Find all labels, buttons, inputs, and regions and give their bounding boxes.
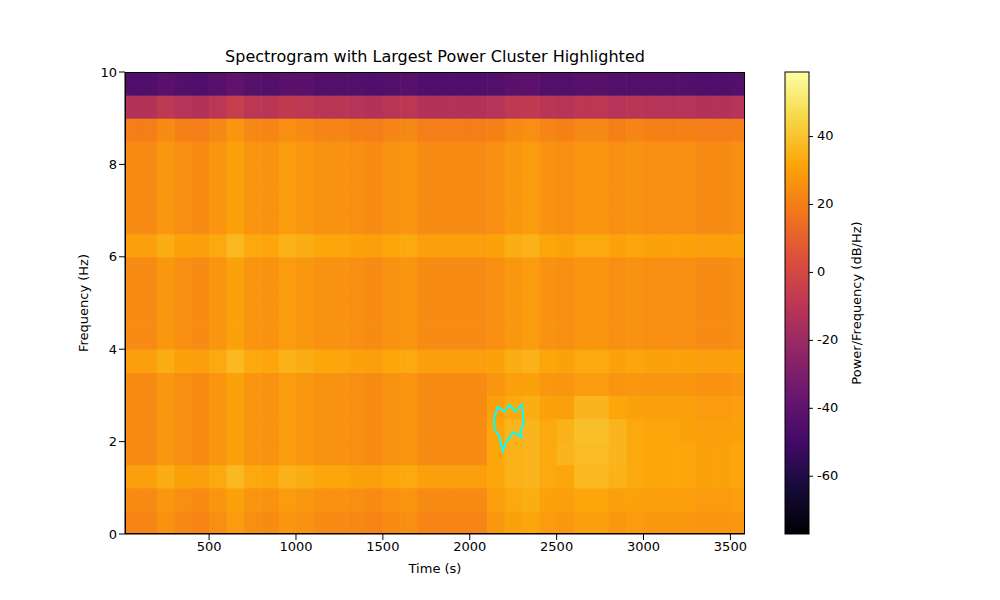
svg-text:6: 6: [109, 249, 117, 264]
svg-text:-40: -40: [817, 400, 838, 415]
html-text:Spectrogram with Largest Power: Spectrogram with Largest Power Cluster H…: [225, 47, 645, 66]
svg-text:0: 0: [817, 264, 825, 279]
svg-text:1500: 1500: [366, 539, 399, 554]
svg-text:500: 500: [197, 539, 222, 554]
svg-text:40: 40: [817, 128, 834, 143]
svg-text:-20: -20: [817, 332, 838, 347]
svg-text:Power/Frequency (dB/Hz): Power/Frequency (dB/Hz): [849, 221, 864, 384]
svg-text:20: 20: [817, 196, 834, 211]
svg-text:3000: 3000: [627, 539, 660, 554]
svg-text:4: 4: [109, 342, 117, 357]
svg-text:2: 2: [109, 434, 117, 449]
svg-text:2500: 2500: [540, 539, 573, 554]
svg-text:Frequency (Hz): Frequency (Hz): [76, 254, 91, 352]
svg-text:8: 8: [109, 157, 117, 172]
svg-text:0: 0: [109, 527, 117, 542]
svg-text:-60: -60: [817, 468, 838, 483]
svg-text:10: 10: [100, 65, 117, 80]
html-text:Time (s): Time (s): [408, 561, 462, 576]
svg-text:3500: 3500: [714, 539, 747, 554]
svg-text:2000: 2000: [453, 539, 486, 554]
svg-text:1000: 1000: [279, 539, 312, 554]
